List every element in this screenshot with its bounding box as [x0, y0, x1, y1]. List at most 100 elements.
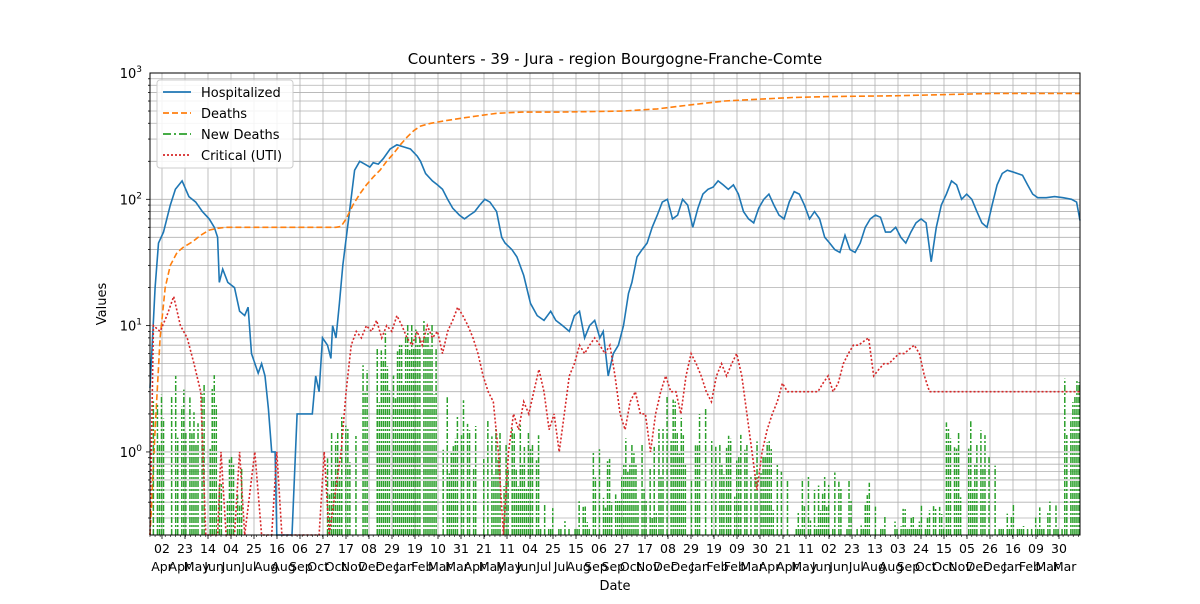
x-tick-label-month: Feb [724, 559, 746, 574]
x-tick-label-day: 23 [844, 541, 860, 556]
x-tick-label-month: Aug [254, 559, 278, 574]
x-tick-label-day: 03 [890, 541, 906, 556]
x-tick-label-month: Oct [620, 559, 642, 574]
x-tick-label-month: Dec [653, 559, 677, 574]
x-tick-label-day: 02 [154, 541, 170, 556]
x-tick-label-day: 16 [269, 541, 285, 556]
x-tick-label-month: May [791, 559, 817, 574]
x-tick-label-day: 17 [338, 541, 354, 556]
x-tick-label-month: Jun [516, 559, 537, 574]
x-tick-label-day: 27 [315, 541, 331, 556]
x-tick-label-month: Dec [983, 559, 1007, 574]
x-tick-label-day: 14 [200, 541, 216, 556]
x-tick-label-month: Jun [221, 559, 242, 574]
y-axis: 100 101 102 103 [120, 65, 150, 519]
x-tick-label-month: May [184, 559, 210, 574]
x-tick-label-day: 23 [177, 541, 193, 556]
plot-frame [149, 72, 1081, 536]
x-tick-label-month: Oct [915, 559, 937, 574]
x-tick-label-day: 30 [1051, 541, 1067, 556]
legend: Hospitalized Deaths New Deaths Critical (UT… [156, 79, 294, 169]
x-tick-label-day: 21 [775, 541, 791, 556]
chart-title: Counters - 39 - Jura - region Bourgogne-… [408, 50, 823, 68]
x-tick-label-day: 29 [384, 541, 400, 556]
x-tick-label-day: 15 [568, 541, 584, 556]
x-tick-label-month: Jan [1002, 559, 1022, 574]
series-deaths [149, 92, 1080, 536]
x-tick-label-day: 25 [246, 541, 262, 556]
x-tick-label-month: Aug [879, 559, 903, 574]
x-tick-label-month: Mar [445, 559, 469, 574]
x-tick-label-day: 06 [591, 541, 607, 556]
x-tick-label-month: Mar [1035, 559, 1059, 574]
x-tick-label-month: Jul [553, 559, 569, 574]
legend-label: Critical (UTI) [201, 149, 282, 164]
y-tick-label: 100 [120, 444, 143, 461]
x-tick-label-month: Jun [811, 559, 832, 574]
x-tick-label-month: Oct [932, 559, 954, 574]
x-tick-label-day: 19 [407, 541, 423, 556]
x-tick-label-day: 19 [706, 541, 722, 556]
x-axis-label: Date [599, 579, 630, 594]
x-tick-label-day: 04 [522, 541, 538, 556]
x-tick-label-month: Jul [240, 559, 256, 574]
legend-label: Hospitalized [201, 86, 281, 101]
x-tick-label-month: May [479, 559, 505, 574]
x-tick-label-month: Jul [848, 559, 864, 574]
x-tick-label-month: Feb [706, 559, 728, 574]
x-tick-label-day: 16 [1005, 541, 1021, 556]
x-tick-label-month: Nov [341, 559, 366, 574]
x-tick-label-month: Sep [289, 559, 313, 574]
x-tick-label-day: 10 [430, 541, 446, 556]
x-tick-label-month: Nov [948, 559, 973, 574]
x-tick-label-month: Mar [428, 559, 452, 574]
x-tick-label-month: Jun [203, 559, 224, 574]
x-tick-label-month: Sep [584, 559, 608, 574]
x-tick-label-month: Mar [1053, 559, 1077, 574]
x-tick-label-month: Apr [776, 559, 798, 574]
x-tick-label-month: Aug [861, 559, 885, 574]
y-tick-label: 103 [120, 65, 142, 82]
x-tick-label-day: 04 [223, 541, 239, 556]
x-tick-label-month: Mar [740, 559, 764, 574]
x-tick-label-day: 11 [798, 541, 814, 556]
series-hospitalized [149, 143, 1081, 536]
x-tick-label-day: 13 [867, 541, 883, 556]
x-tick-label-day: 27 [614, 541, 630, 556]
x-tick-label-day: 06 [292, 541, 308, 556]
y-axis-label: Values [95, 283, 110, 326]
x-tick-label-day: 31 [453, 541, 469, 556]
x-tick-label-month: Apr [759, 559, 781, 574]
series-new-deaths [152, 320, 1080, 535]
x-tick-label-month: Dec [376, 559, 400, 574]
x-tick-label-month: Dec [358, 559, 382, 574]
x-tick-label-month: Feb [411, 559, 433, 574]
x-tick-label-month: Aug [271, 559, 295, 574]
x-tick-label-month: Apr [169, 559, 191, 574]
x-tick-label-month: Oct [325, 559, 347, 574]
x-tick-label-month: Jun [828, 559, 849, 574]
y-tick-label: 101 [120, 318, 142, 335]
series-layer [149, 92, 1081, 536]
x-tick-label-day: 30 [752, 541, 768, 556]
x-tick-label-month: Aug [566, 559, 590, 574]
x-tick-label-day: 08 [361, 541, 377, 556]
x-tick-label-day: 09 [729, 541, 745, 556]
x-tick-label-month: Apr [151, 559, 173, 574]
x-tick-label-month: Dec [671, 559, 695, 574]
x-tick-label-month: Nov [636, 559, 661, 574]
x-tick-label-month: Dec [966, 559, 990, 574]
legend-box [156, 79, 294, 169]
x-tick-label-day: 25 [545, 541, 561, 556]
y-tick-label: 102 [120, 191, 142, 208]
x-tick-label-day: 24 [913, 541, 929, 556]
x-tick-label-day: 26 [982, 541, 998, 556]
x-tick-label-day: 05 [959, 541, 975, 556]
x-tick-label-day: 15 [936, 541, 952, 556]
x-tick-label-day: 11 [499, 541, 515, 556]
series-critical-uti- [149, 293, 1080, 536]
x-tick-label-month: Jan [689, 559, 709, 574]
x-tick-label-day: 29 [683, 541, 699, 556]
legend-label: Deaths [201, 107, 247, 122]
